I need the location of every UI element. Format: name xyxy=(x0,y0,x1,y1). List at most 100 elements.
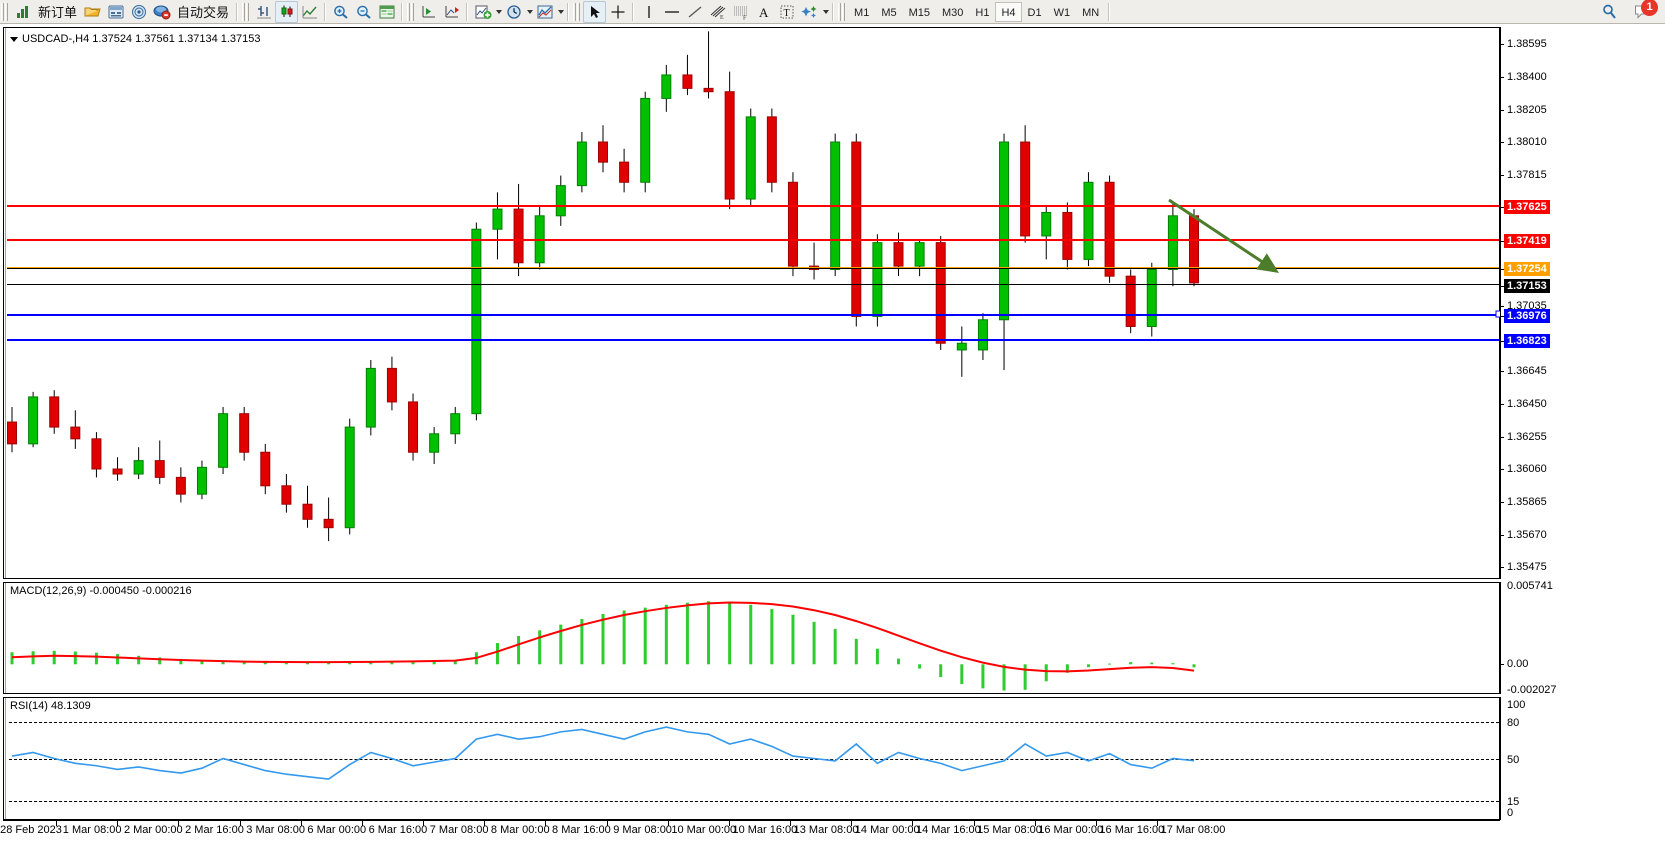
price-level-label: 1.37153 xyxy=(1504,279,1550,294)
vline-icon[interactable] xyxy=(637,1,660,23)
macd-histogram-bar xyxy=(200,660,204,665)
objects-dropdown-icon[interactable] xyxy=(823,9,830,14)
time-tick-label: 17 Mar 08:00 xyxy=(1160,824,1226,836)
timeframe-m15[interactable]: M15 xyxy=(908,6,930,19)
timeframe-w1[interactable]: W1 xyxy=(1053,6,1071,19)
rsi-tick-label: 15 xyxy=(1507,795,1520,808)
time-tick-label: 1 Mar 08:00 xyxy=(62,824,122,836)
macd-tick-label: 0.00 xyxy=(1507,658,1529,671)
level-line-hidden[interactable] xyxy=(4,267,1499,269)
macd-pane[interactable]: MACD(12,26,9) -0.000450 -0.000216 xyxy=(3,582,1500,694)
chart-shift-icon[interactable] xyxy=(440,1,463,23)
price-tick xyxy=(1500,286,1504,288)
time-tick-label: 2 Mar 16:00 xyxy=(185,824,244,836)
level-line-last-price[interactable] xyxy=(4,284,1499,286)
auto-scroll-icon[interactable] xyxy=(417,1,440,23)
timeframe-d1[interactable]: D1 xyxy=(1027,6,1042,19)
chart-area[interactable]: USDCAD-,H4 1.37524 1.37561 1.37134 1.371… xyxy=(0,24,1665,842)
alerts-icon[interactable]: 1 xyxy=(1627,0,1658,23)
candle-body xyxy=(851,141,862,317)
trendline-icon[interactable] xyxy=(683,1,706,23)
macd-histogram-bar xyxy=(664,604,668,665)
time-axis[interactable]: 28 Feb 2023 1 Mar 08:00 2 Mar 00:00 2 Mar 1… xyxy=(0,820,1500,842)
candle-body xyxy=(935,242,946,344)
add-indicator-icon[interactable] xyxy=(471,1,494,23)
bar-chart-icon[interactable] xyxy=(252,1,275,23)
price-axis[interactable]: 1.38595 1.38400 1.38205 1.38010 1.37815 1.376… xyxy=(1500,27,1665,579)
shift-tools-grip[interactable] xyxy=(407,2,415,21)
broadcast-icon[interactable] xyxy=(127,1,150,23)
zoom-out-icon[interactable] xyxy=(352,1,375,23)
candle-body xyxy=(429,433,440,453)
equidistant-channel-icon[interactable]: E xyxy=(706,1,729,23)
macd-histogram-bar xyxy=(1065,664,1069,673)
level-line-support[interactable] xyxy=(4,339,1499,342)
fibonacci-icon[interactable]: F xyxy=(729,1,752,23)
timeframe-mn[interactable]: MN xyxy=(1082,6,1100,19)
autotrading-label[interactable]: 自动交易 xyxy=(177,5,230,20)
rsi-pane[interactable]: RSI(14) 48.1309 xyxy=(3,697,1500,820)
candle-body xyxy=(492,208,503,230)
level-line-support[interactable] xyxy=(4,313,1499,316)
level-line-resistance[interactable] xyxy=(4,204,1499,207)
candle-body xyxy=(281,485,292,505)
time-tick xyxy=(728,821,730,826)
toolbar-grip[interactable] xyxy=(1,2,8,21)
candlestick-chart-icon[interactable] xyxy=(275,0,299,23)
time-tick-label: 8 Mar 00:00 xyxy=(490,824,550,836)
time-tick xyxy=(667,821,669,826)
templates-icon[interactable] xyxy=(533,1,556,23)
macd-histogram-bar xyxy=(897,658,900,665)
candle-body xyxy=(1062,211,1073,260)
candle-body xyxy=(1189,215,1199,284)
text-label-icon[interactable]: T xyxy=(775,1,798,23)
price-pane-grip[interactable] xyxy=(4,28,7,578)
timeframe-m30[interactable]: M30 xyxy=(942,6,964,19)
macd-histogram-bar xyxy=(1086,664,1090,668)
zoom-in-icon[interactable] xyxy=(329,1,352,23)
text-icon[interactable]: A xyxy=(752,1,775,23)
macd-series xyxy=(10,601,1196,691)
line-chart-icon[interactable] xyxy=(298,1,321,23)
objects-icon[interactable] xyxy=(798,1,821,23)
folder-icon[interactable] xyxy=(81,1,104,23)
candle-body xyxy=(218,413,229,468)
crosshair-icon[interactable] xyxy=(606,1,629,23)
timeframe-m5[interactable]: M5 xyxy=(881,6,897,19)
timeframe-h4[interactable]: H4 xyxy=(995,1,1022,22)
price-tick xyxy=(1500,305,1504,307)
macd-histogram-bar xyxy=(1171,663,1175,665)
new-order-icon[interactable] xyxy=(11,1,34,23)
level-line-resistance[interactable] xyxy=(4,239,1499,242)
price-pane[interactable]: USDCAD-,H4 1.37524 1.37561 1.37134 1.371… xyxy=(3,27,1503,579)
data-window-icon[interactable] xyxy=(104,1,127,23)
grid-icon[interactable] xyxy=(375,1,398,23)
price-tick xyxy=(1500,142,1504,144)
macd-histogram-bar xyxy=(960,664,964,685)
period-dropdown-icon[interactable] xyxy=(527,9,534,14)
cursor-icon[interactable] xyxy=(583,0,607,23)
time-tick-label: 6 Mar 16:00 xyxy=(368,824,428,836)
rsi-pane-grip[interactable] xyxy=(4,698,7,819)
macd-pane-grip[interactable] xyxy=(4,583,7,693)
hline-icon[interactable] xyxy=(660,1,683,23)
period-icon[interactable] xyxy=(502,1,525,23)
chart-menu-caret-icon[interactable] xyxy=(10,36,18,42)
timeframe-m1[interactable]: M1 xyxy=(854,6,870,19)
macd-histogram-bar xyxy=(728,601,732,665)
templates-dropdown-icon[interactable] xyxy=(558,9,565,14)
search-icon[interactable] xyxy=(1598,1,1621,23)
macd-histogram-bar xyxy=(685,602,689,665)
drawing-tools-grip[interactable] xyxy=(573,2,581,21)
macd-histogram-bar xyxy=(94,652,98,665)
timeframe-grip[interactable] xyxy=(838,2,846,21)
add-indicator-dropdown-icon[interactable] xyxy=(496,9,503,14)
time-tick-label: 28 Feb 2023 xyxy=(0,824,62,836)
macd-histogram-bar xyxy=(1192,664,1196,668)
chart-tools-grip[interactable] xyxy=(242,2,250,21)
timeframe-h1[interactable]: H1 xyxy=(975,6,990,19)
autotrading-icon[interactable] xyxy=(150,1,173,23)
macd-histogram-bar xyxy=(812,621,816,665)
alerts-badge: 1 xyxy=(1641,0,1658,16)
new-order-label[interactable]: 新订单 xyxy=(38,5,78,20)
